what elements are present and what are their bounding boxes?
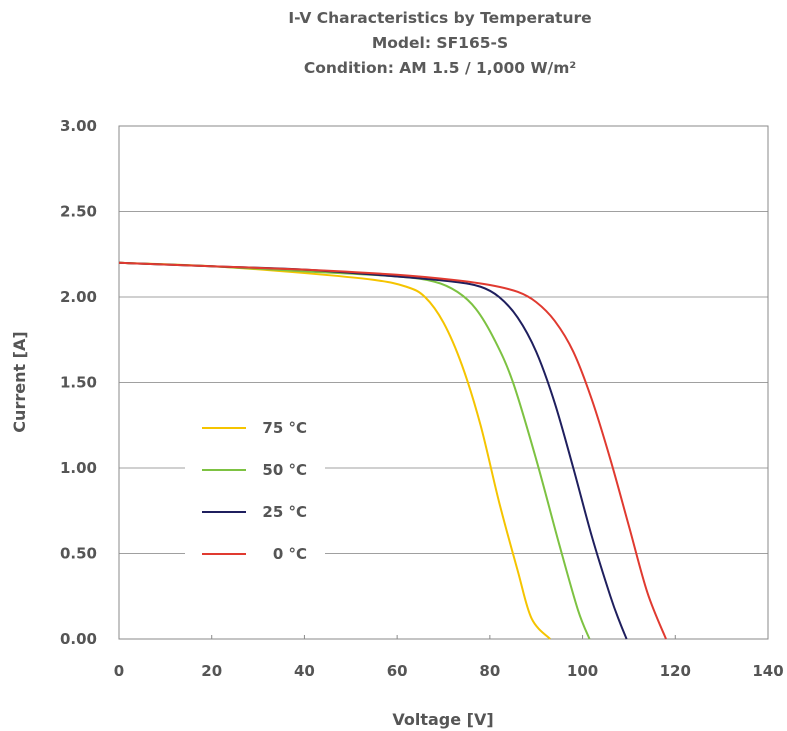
legend-label-50c: 50 °C (262, 461, 307, 479)
chart-title: I-V Characteristics by Temperature (288, 9, 591, 27)
series-line-0c (118, 261, 667, 640)
x-tick-label: 20 (201, 662, 222, 680)
y-tick-label: 2.00 (60, 288, 97, 306)
y-axis-label: Current [A] (10, 331, 29, 432)
plot-area (118, 125, 769, 640)
legend-label-25c: 25 °C (262, 503, 307, 521)
y-tick-label: 1.00 (60, 459, 97, 477)
y-tick-label: 0.00 (60, 630, 97, 648)
y-tick-label: 2.50 (60, 203, 97, 221)
x-axis-ticks: 0 20 40 60 80 100 120 140 (114, 635, 784, 680)
y-tick-label: 1.50 (60, 374, 97, 392)
x-axis-label: Voltage [V] (392, 710, 493, 729)
series-line-50c (118, 261, 591, 640)
legend-label-0c: 0 °C (273, 545, 307, 563)
x-tick-label: 120 (660, 662, 691, 680)
y-tick-label: 3.00 (60, 117, 97, 135)
x-tick-label: 80 (479, 662, 500, 680)
chart-subtitle-model: Model: SF165-S (372, 34, 508, 52)
x-tick-label: 100 (567, 662, 598, 680)
x-tick-label: 40 (294, 662, 315, 680)
series-line-75c (118, 261, 551, 640)
x-tick-label: 0 (114, 662, 124, 680)
chart-subtitle-condition: Condition: AM 1.5 / 1,000 W/m² (304, 59, 576, 77)
x-tick-label: 140 (752, 662, 783, 680)
legend-label-75c: 75 °C (262, 419, 307, 437)
series-lines (118, 261, 667, 640)
legend: 75 °C 50 °C 25 °C 0 °C (185, 405, 325, 573)
x-tick-label: 60 (387, 662, 408, 680)
y-tick-label: 0.50 (60, 545, 97, 563)
y-axis-ticks: 0.00 0.50 1.00 1.50 2.00 2.50 3.00 (60, 117, 97, 648)
legend-background (185, 405, 325, 573)
